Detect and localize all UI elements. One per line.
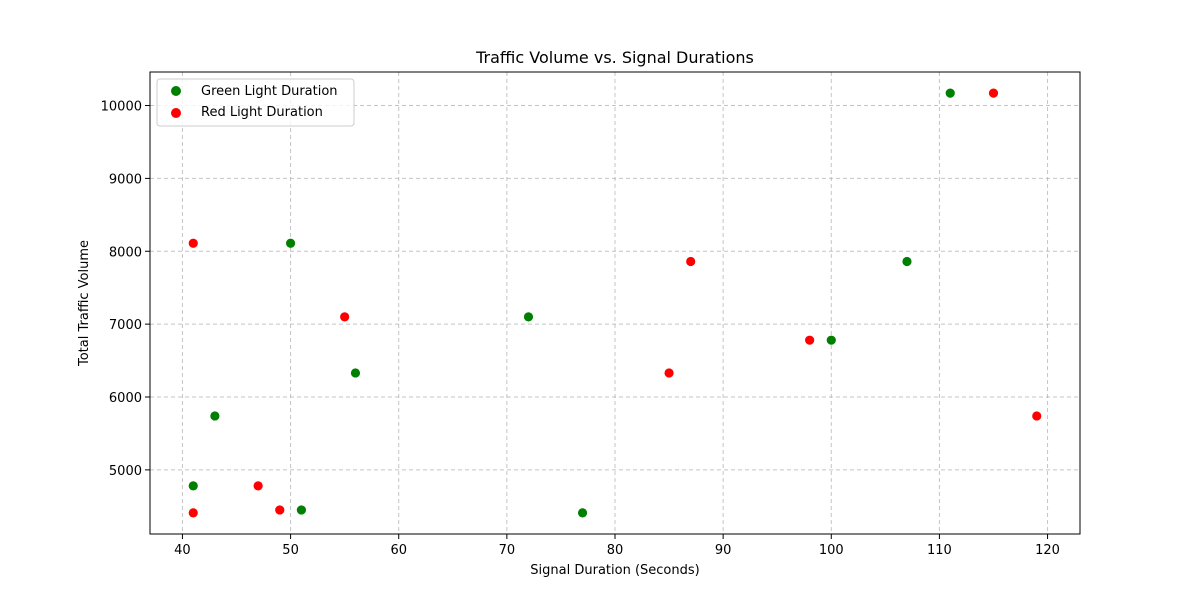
x-tick-label: 80 [607, 543, 624, 558]
point-green [296, 505, 306, 515]
legend-label-green: Green Light Duration [201, 84, 338, 99]
y-axis-label: Total Traffic Volume [77, 240, 92, 367]
legend-marker-red [171, 108, 181, 118]
y-tick-label: 10000 [101, 100, 142, 115]
point-green [523, 312, 534, 322]
legend: Green Light Duration Red Light Duration [156, 78, 355, 127]
x-tick-label: 50 [282, 543, 299, 558]
y-tick-label: 9000 [109, 172, 142, 187]
legend-box [156, 78, 355, 127]
legend-label-red: Red Light Duration [201, 105, 323, 120]
point-green [577, 508, 588, 518]
point-green [902, 256, 912, 267]
x-axis-label: Signal Duration (Seconds) [530, 563, 699, 578]
point-red [1032, 411, 1042, 421]
chart-title: Traffic Volume vs. Signal Durations [475, 48, 754, 67]
point-green [945, 88, 955, 98]
point-green [826, 335, 836, 345]
point-red [664, 368, 674, 378]
x-tick-label: 100 [819, 543, 844, 558]
x-tick-label: 70 [499, 543, 516, 558]
point-green [350, 368, 361, 378]
y-tick-label: 6000 [109, 391, 142, 406]
point-green [188, 481, 198, 491]
axis-ticks: 40 50 60 70 80 90 100 110 120 5000 6000 7000 8000 900… [101, 100, 1060, 558]
point-red [188, 508, 198, 518]
point-red [686, 256, 696, 267]
data-points [188, 88, 1042, 518]
legend-marker-green [171, 86, 181, 96]
x-tick-label: 110 [927, 543, 952, 558]
x-tick-label: 120 [1035, 543, 1060, 558]
point-red [805, 335, 815, 345]
y-tick-label: 5000 [109, 464, 142, 479]
y-tick-label: 8000 [109, 245, 142, 260]
point-red [253, 481, 263, 491]
point-red [188, 238, 198, 248]
x-tick-label: 60 [390, 543, 407, 558]
point-green [285, 238, 296, 248]
x-tick-label: 90 [715, 543, 732, 558]
point-green [210, 411, 220, 421]
point-red [988, 88, 999, 98]
point-red [340, 312, 350, 322]
y-tick-label: 7000 [109, 318, 142, 333]
point-red [275, 505, 285, 515]
grid [150, 72, 1080, 534]
x-tick-label: 40 [174, 543, 191, 558]
